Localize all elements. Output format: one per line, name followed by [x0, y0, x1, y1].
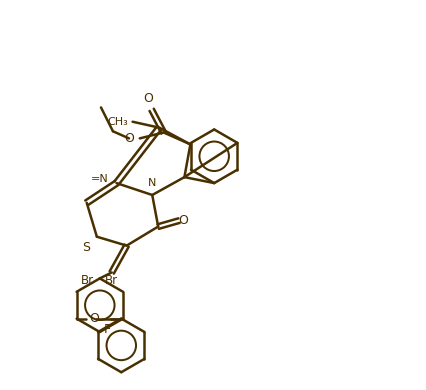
Text: F: F: [104, 323, 111, 335]
Text: O: O: [144, 92, 154, 105]
Text: Br: Br: [81, 274, 95, 287]
Text: S: S: [82, 241, 90, 254]
Text: Br: Br: [105, 274, 118, 287]
Text: CH₃: CH₃: [107, 117, 128, 127]
Text: O: O: [178, 214, 188, 227]
Text: O: O: [90, 312, 100, 325]
Text: =N: =N: [91, 174, 109, 184]
Text: N: N: [148, 178, 156, 188]
Text: O: O: [124, 132, 134, 145]
